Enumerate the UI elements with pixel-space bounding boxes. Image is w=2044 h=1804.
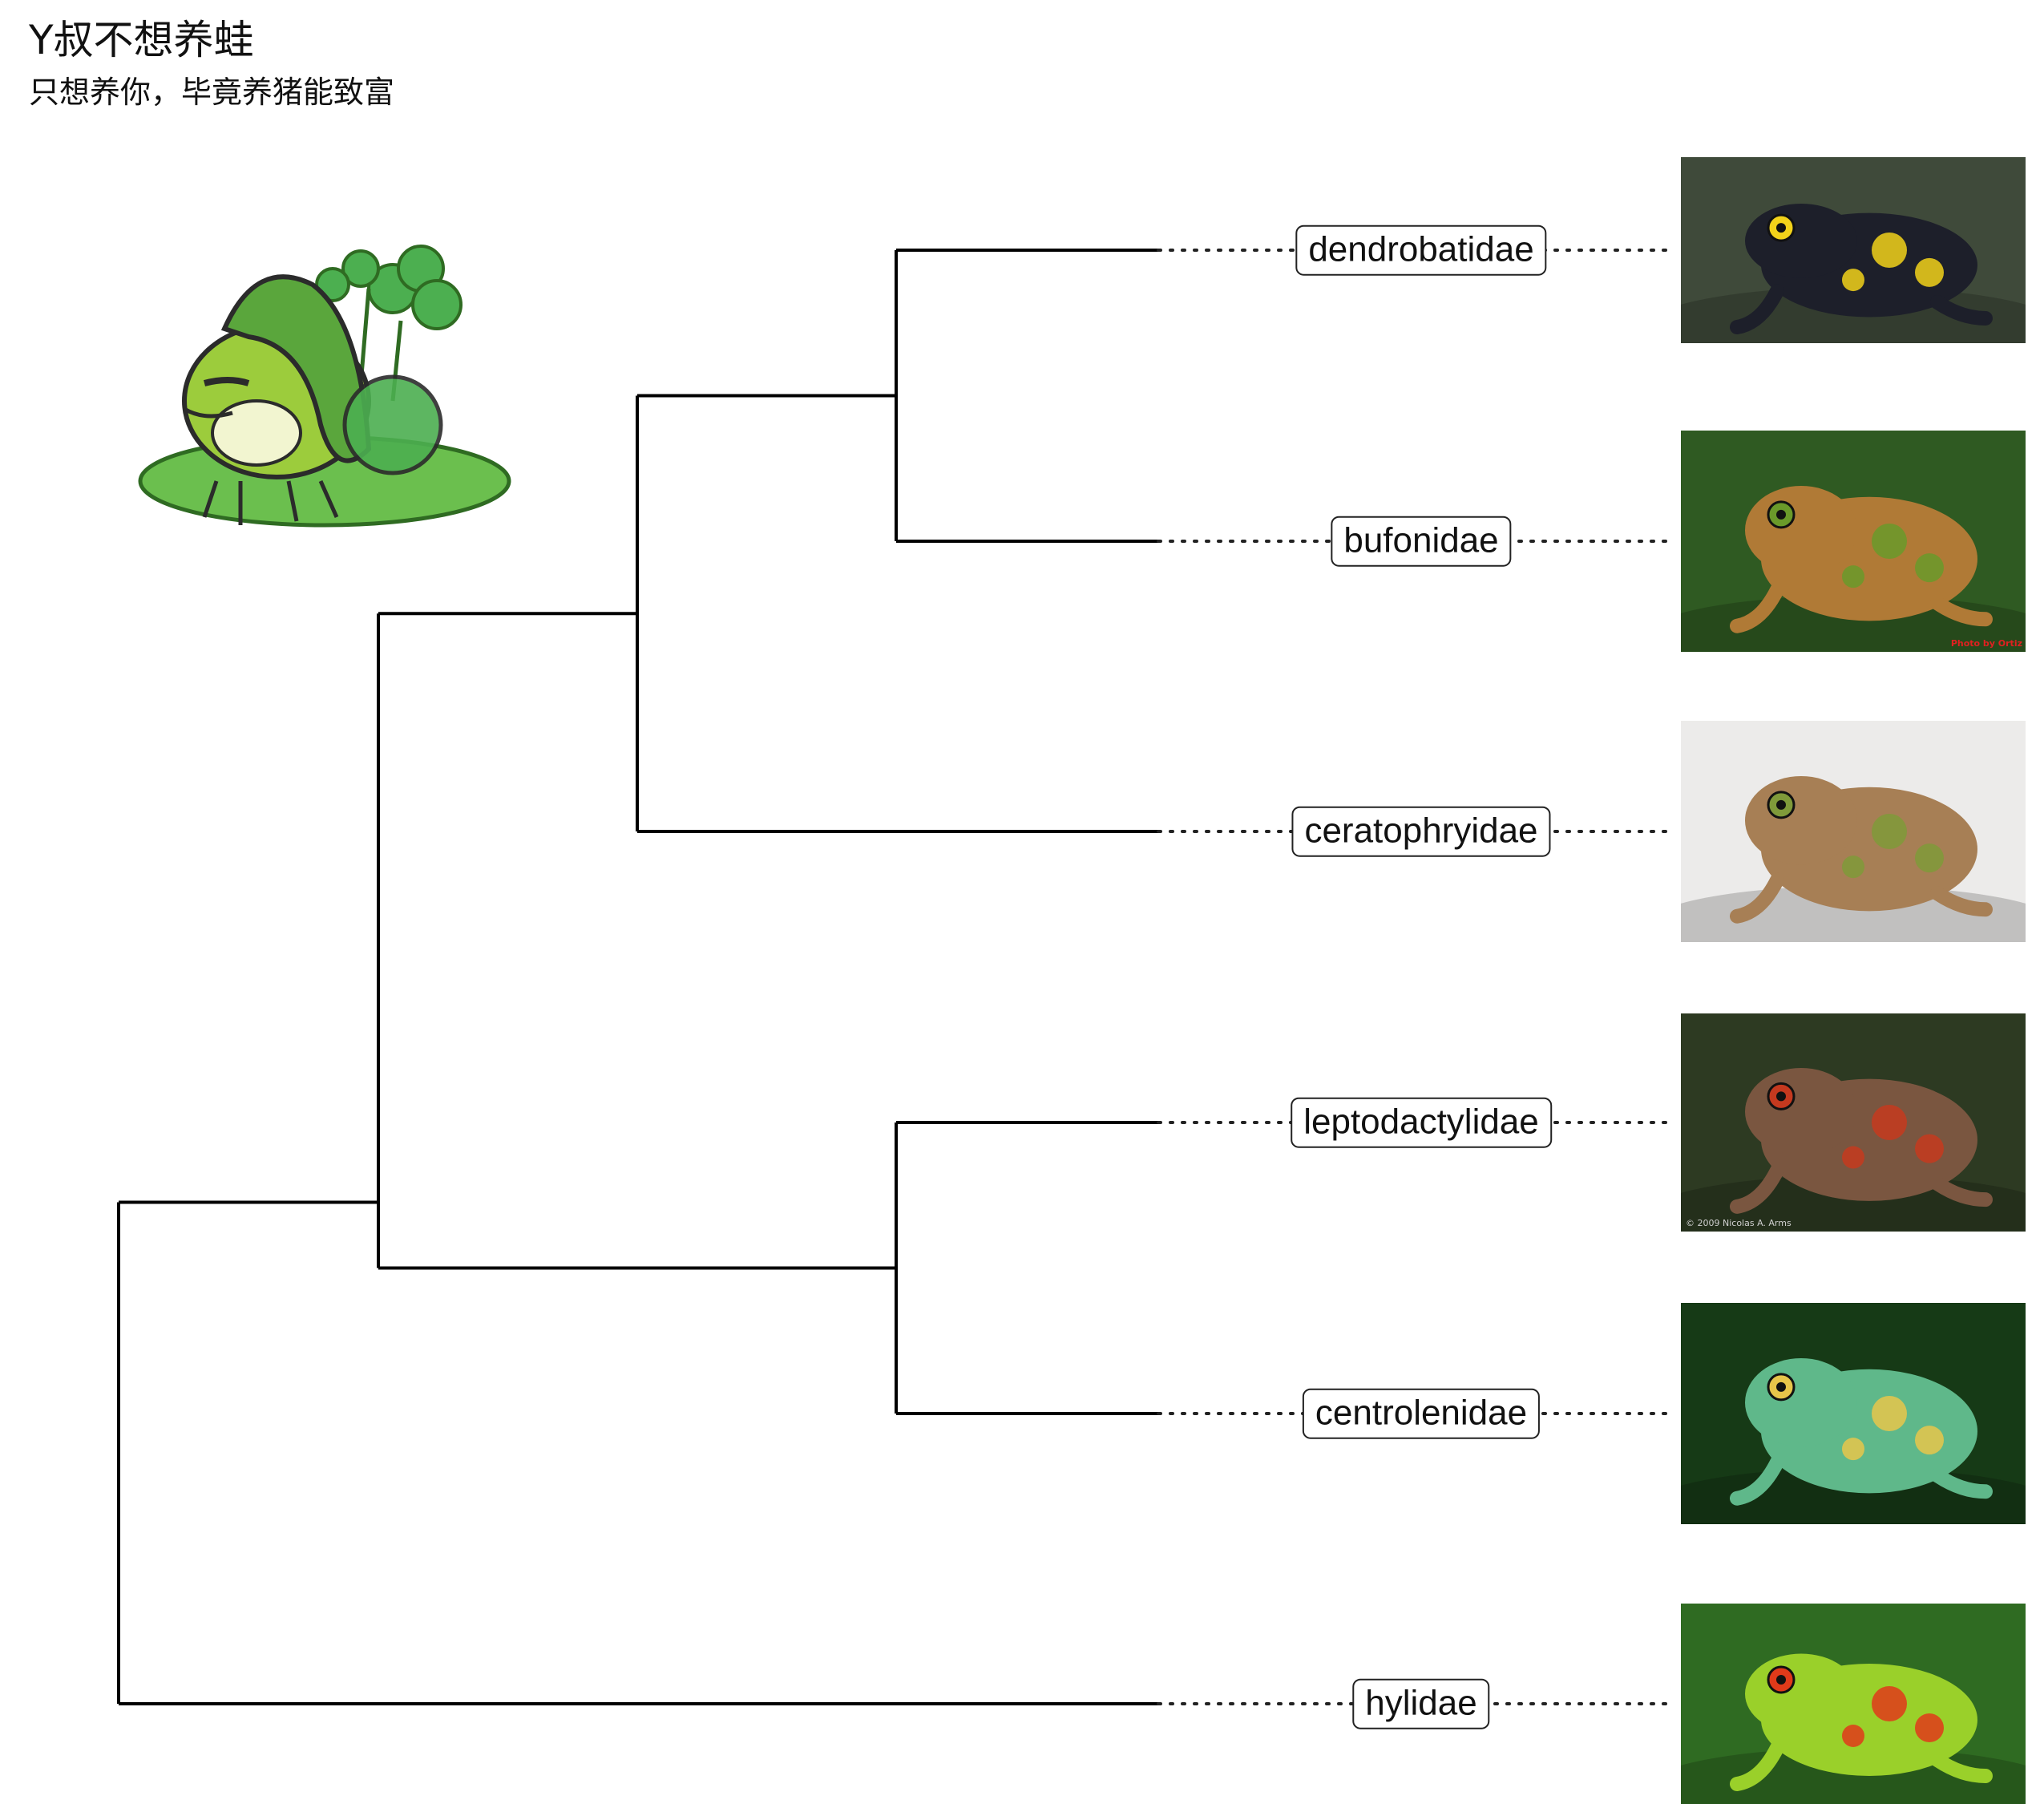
tip-label-centrolenidae: centrolenidae xyxy=(1302,1388,1541,1439)
photo-centrolenidae xyxy=(1681,1303,2026,1524)
photo-credit-leptodactylidae: © 2009 Nicolas A. Arms xyxy=(1686,1218,1792,1228)
photo-credit-bufonidae: Photo by Ortiz xyxy=(1950,638,2022,649)
tip-label-bufonidae: bufonidae xyxy=(1331,516,1512,567)
tip-label-dendrobatidae: dendrobatidae xyxy=(1295,224,1547,276)
page-subtitle: 只想养你，毕竟养猪能致富 xyxy=(29,75,395,110)
frog-mascot-icon xyxy=(128,241,529,548)
tip-label-ceratophryidae: ceratophryidae xyxy=(1291,806,1551,857)
tip-label-hylidae: hylidae xyxy=(1352,1678,1490,1729)
photo-dendrobatidae xyxy=(1681,157,2026,343)
photo-hylidae xyxy=(1681,1604,2026,1804)
tip-label-leptodactylidae: leptodactylidae xyxy=(1291,1097,1552,1148)
photo-leptodactylidae: © 2009 Nicolas A. Arms xyxy=(1681,1013,2026,1232)
page-title: Y叔不想养蛙 xyxy=(29,17,254,63)
photo-ceratophryidae xyxy=(1681,721,2026,942)
photo-bufonidae: Photo by Ortiz xyxy=(1681,431,2026,652)
